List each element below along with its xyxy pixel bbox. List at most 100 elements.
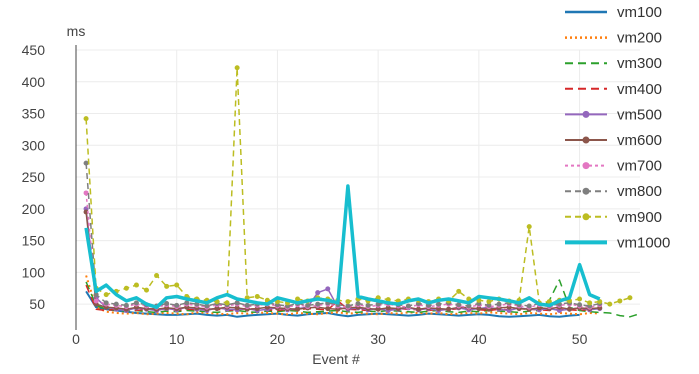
legend-item-vm200: vm200: [565, 30, 662, 47]
point-vm800-38: [466, 303, 472, 309]
point-vm600-24: [325, 306, 331, 312]
legend-item-vm500: vm500: [565, 106, 662, 123]
point-vm800-44: [526, 303, 532, 309]
point-vm800-27: [355, 300, 361, 306]
x-tick-label-1: 10: [169, 331, 185, 347]
point-vm900-0: [83, 116, 89, 122]
point-vm800-41: [496, 301, 502, 307]
grid-lines: [75, 49, 640, 320]
x-tick-label-3: 30: [370, 331, 386, 347]
x-tick-label-4: 40: [471, 331, 487, 347]
point-vm900-15: [234, 65, 240, 71]
point-vm500-23: [315, 290, 321, 296]
legend-label-vm500: vm500: [617, 106, 662, 123]
point-vm900-54: [627, 295, 633, 301]
point-vm800-1: [93, 292, 99, 298]
x-tick-label-0: 0: [72, 331, 80, 347]
series-line-vm1000: [84, 184, 601, 310]
point-vm900-44: [526, 224, 532, 230]
point-vm800-8: [164, 300, 170, 306]
x-tick-label-2: 20: [270, 331, 286, 347]
x-axis-title: Event #: [312, 351, 360, 367]
point-vm800-32: [405, 303, 411, 309]
legend-label-vm600: vm600: [617, 132, 662, 149]
series-lines: [83, 65, 641, 318]
legend-item-vm600: vm600: [565, 132, 662, 149]
point-vm900-49: [577, 296, 583, 302]
point-vm800-9: [174, 302, 180, 308]
y-tick-label-8: 450: [22, 42, 46, 58]
point-vm900-50: [587, 300, 593, 306]
axes: 50 100 150 200 250 300 350 400 450 0 10 20 30 40 50: [22, 42, 588, 347]
series-line-vm100: [85, 290, 580, 318]
legend-item-vm100: vm100: [565, 4, 662, 21]
series-vm100: [85, 290, 580, 318]
point-vm700-1: [93, 298, 99, 304]
point-vm900-14: [224, 300, 230, 306]
point-vm800-28: [365, 302, 371, 308]
point-vm900-17: [254, 293, 260, 299]
point-vm800-35: [436, 301, 442, 307]
point-vm900-21: [295, 296, 301, 302]
legend-marker-vm500: [582, 110, 590, 118]
series-line-vm600: [85, 211, 600, 310]
point-vm900-46: [546, 299, 552, 305]
legend-marker-vm800: [582, 187, 590, 195]
legend-label-vm400: vm400: [617, 81, 662, 98]
point-vm900-6: [144, 287, 149, 293]
point-vm900-40: [486, 299, 492, 305]
series-vm200: [85, 275, 600, 316]
legend-label-vm100: vm100: [617, 4, 662, 21]
point-vm600-30: [385, 305, 391, 311]
point-vm900-7: [154, 273, 160, 279]
series-line-vm200: [85, 275, 600, 316]
legend-label-vm900: vm900: [617, 209, 662, 226]
series-vm900: [83, 65, 633, 307]
point-vm800-3: [113, 301, 119, 307]
point-vm900-52: [607, 301, 613, 307]
point-vm800-15: [234, 300, 240, 306]
point-vm800-16: [244, 302, 250, 308]
point-vm800-0: [83, 160, 89, 166]
legend: vm100 vm200 vm300 vm400 vm500 vm600 vm700 vm800…: [565, 4, 670, 251]
point-vm900-53: [617, 298, 623, 304]
point-vm900-37: [456, 288, 462, 294]
point-vm600-33: [415, 306, 421, 312]
point-vm900-2: [103, 292, 109, 298]
y-tick-label-1: 100: [22, 264, 46, 280]
legend-label-vm300: vm300: [617, 55, 662, 72]
legend-label-vm700: vm700: [617, 158, 662, 175]
x-tick-label-5: 50: [572, 331, 588, 347]
legend-label-vm1000: vm1000: [617, 234, 670, 251]
legend-marker-vm700: [582, 162, 590, 170]
point-vm600-13: [214, 306, 220, 312]
y-axis-title: ms: [67, 23, 86, 39]
point-vm600-39: [476, 306, 482, 312]
point-vm600-21: [295, 306, 301, 312]
point-vm500-24: [325, 286, 331, 292]
point-vm600-48: [567, 306, 572, 312]
point-vm800-12: [204, 303, 210, 309]
point-vm900-8: [164, 283, 170, 289]
point-vm800-4: [123, 302, 129, 308]
legend-marker-vm600: [582, 136, 590, 144]
point-vm800-40: [486, 302, 492, 308]
legend-item-vm800: vm800: [565, 183, 662, 200]
point-vm600-29: [375, 306, 381, 312]
legend-label-vm800: vm800: [617, 183, 662, 200]
legend-label-vm200: vm200: [617, 30, 662, 47]
y-tick-label-7: 400: [22, 74, 46, 90]
y-tick-label-5: 300: [22, 137, 46, 153]
legend-item-vm400: vm400: [565, 81, 662, 98]
series-line-vm800: [85, 163, 600, 307]
point-vm700-0: [83, 190, 89, 196]
legend-marker-vm900: [582, 213, 590, 221]
point-vm800-23: [315, 301, 321, 307]
point-vm800-37: [456, 302, 462, 308]
point-vm800-22: [305, 302, 311, 308]
y-tick-label-6: 350: [22, 106, 46, 122]
legend-item-vm300: vm300: [565, 55, 662, 72]
y-tick-label-4: 250: [22, 169, 46, 185]
legend-item-vm900: vm900: [565, 209, 662, 226]
